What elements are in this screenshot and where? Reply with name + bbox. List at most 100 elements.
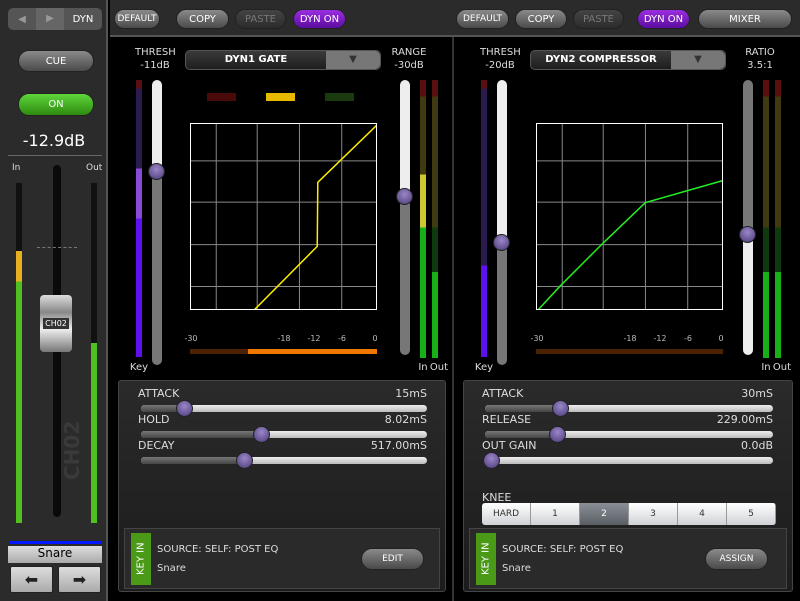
- type-label: DYN2 COMPRESSOR: [545, 54, 657, 65]
- knee-option-hard[interactable]: HARD: [482, 503, 531, 525]
- gain-reduction-bar: [536, 349, 723, 354]
- scale-label: 0: [372, 334, 378, 343]
- hold-value: 8.02mS: [384, 413, 427, 426]
- nav-label: DYN: [72, 13, 94, 25]
- knee-selector[interactable]: HARD 1 2 3 4 5: [482, 503, 776, 525]
- ratio-slider-knob[interactable]: [739, 226, 756, 243]
- key-meter: [136, 80, 142, 357]
- prev-arrow-icon[interactable]: ◀: [18, 13, 26, 25]
- next-channel-button[interactable]: ➡: [58, 566, 101, 593]
- dropdown-arrow-icon[interactable]: ▼: [326, 51, 380, 69]
- scale-label: -12: [307, 334, 321, 343]
- prev-channel-button[interactable]: ⬅: [10, 566, 53, 593]
- source-text: SOURCE: SELF: POST EQ: [502, 544, 624, 555]
- type-label: DYN1 GATE: [224, 54, 288, 65]
- dyn2-paste-button[interactable]: PASTE: [573, 9, 624, 29]
- scale-label: -6: [338, 334, 346, 343]
- attack-slider[interactable]: [141, 405, 427, 412]
- hold-slider-knob[interactable]: [253, 426, 271, 443]
- key-label: Key: [474, 362, 494, 373]
- hold-slider[interactable]: [141, 431, 427, 438]
- decay-value: 517.00mS: [370, 439, 427, 452]
- thresh-label: THRESH: [135, 47, 176, 58]
- range-slider-knob[interactable]: [396, 187, 413, 205]
- release-slider[interactable]: [485, 431, 773, 438]
- dyn1-copy-button[interactable]: COPY: [176, 9, 229, 29]
- out-gain-slider-knob[interactable]: [482, 452, 500, 469]
- gain-reduction-bar: [190, 349, 377, 354]
- thresh-slider-knob[interactable]: [148, 163, 165, 181]
- source-name: Snare: [502, 563, 531, 574]
- knee-option-5[interactable]: 5: [727, 503, 776, 525]
- arrow-left-icon: ⬅: [24, 570, 39, 589]
- thresh-value: -11dB: [140, 60, 170, 71]
- release-value: 229.00mS: [716, 413, 773, 426]
- scale-label: -18: [277, 334, 291, 343]
- dyn1-on-button[interactable]: DYN ON: [293, 9, 346, 29]
- attack-label: ATTACK: [138, 387, 180, 400]
- nav-group: ◀ ▶ DYN: [8, 8, 102, 30]
- attack-slider-knob[interactable]: [175, 400, 193, 417]
- mixer-button[interactable]: MIXER: [698, 9, 792, 29]
- dyn2-default-button[interactable]: DEFAULT: [456, 9, 509, 29]
- ratio-slider[interactable]: [743, 80, 753, 355]
- thresh-slider-knob[interactable]: [493, 234, 510, 252]
- key-in-tag: KEY IN: [476, 533, 496, 585]
- out-gain-slider[interactable]: [485, 457, 773, 464]
- channel-name[interactable]: Snare: [8, 546, 102, 563]
- knee-option-3[interactable]: 3: [629, 503, 678, 525]
- dropdown-arrow-icon[interactable]: ▼: [671, 51, 725, 69]
- transfer-curve-graph: [536, 123, 723, 310]
- in-meter: [763, 80, 769, 358]
- out-label: Out: [86, 163, 103, 173]
- attack-slider[interactable]: [485, 405, 773, 412]
- dyn2-type-dropdown[interactable]: DYN2 COMPRESSOR ▼: [530, 50, 726, 70]
- edit-button[interactable]: EDIT: [361, 548, 424, 570]
- out-gain-value: 0.0dB: [740, 439, 773, 452]
- slider-fill: [141, 457, 244, 464]
- assign-button[interactable]: ASSIGN: [705, 548, 768, 570]
- slider-fill: [141, 405, 184, 412]
- dyn2-copy-button[interactable]: COPY: [515, 9, 567, 29]
- on-button[interactable]: ON: [18, 93, 94, 116]
- attack-label: ATTACK: [482, 387, 524, 400]
- transfer-curve: [254, 124, 376, 309]
- in-label: In: [12, 163, 21, 173]
- dyn1-default-button[interactable]: DEFAULT: [114, 9, 160, 29]
- scale-label: -12: [653, 334, 667, 343]
- level-readout: -12.9dB: [22, 131, 86, 150]
- gate-state-led: [266, 93, 295, 101]
- channel-watermark: CH02: [60, 420, 84, 480]
- fader-cap[interactable]: CH02: [40, 295, 72, 352]
- out-label: Out: [772, 362, 792, 373]
- slider-fill: [485, 431, 557, 438]
- out-label: Out: [429, 362, 449, 373]
- knee-option-1[interactable]: 1: [531, 503, 580, 525]
- attack-value: 15mS: [395, 387, 427, 400]
- dyn2-on-button[interactable]: DYN ON: [637, 9, 690, 29]
- attack-slider-knob[interactable]: [551, 400, 569, 417]
- release-label: RELEASE: [482, 413, 532, 426]
- decay-slider-knob[interactable]: [235, 452, 253, 469]
- knee-option-2[interactable]: 2: [580, 503, 629, 525]
- range-label: RANGE: [391, 47, 427, 58]
- release-slider-knob[interactable]: [549, 426, 566, 443]
- gate-state-led: [325, 93, 354, 101]
- scale-label: 0: [718, 334, 724, 343]
- scale-label: -18: [623, 334, 637, 343]
- decay-slider[interactable]: [141, 457, 427, 464]
- dyn1-paste-button[interactable]: PASTE: [235, 9, 286, 29]
- fader-ticks: [37, 247, 77, 367]
- thresh-slider[interactable]: [152, 80, 162, 365]
- fader-label: CH02: [43, 318, 69, 329]
- scale-label: -30: [530, 334, 544, 343]
- dyn1-type-dropdown[interactable]: DYN1 GATE ▼: [185, 50, 381, 70]
- decay-label: DECAY: [138, 439, 175, 452]
- ratio-label: RATIO: [745, 47, 775, 58]
- slider-fill: [141, 431, 262, 438]
- thresh-slider[interactable]: [497, 80, 507, 365]
- cue-button[interactable]: CUE: [18, 50, 94, 72]
- knee-option-4[interactable]: 4: [678, 503, 727, 525]
- range-slider[interactable]: [400, 80, 410, 355]
- next-arrow-icon[interactable]: ▶: [36, 8, 64, 30]
